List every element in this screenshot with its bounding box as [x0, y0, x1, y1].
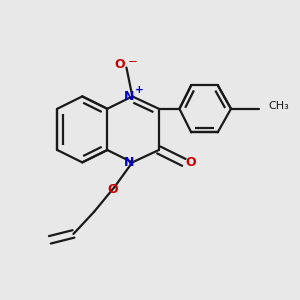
Text: O: O [185, 156, 196, 169]
Text: N: N [124, 90, 134, 103]
Text: O: O [107, 183, 118, 196]
Text: +: + [134, 85, 143, 95]
Text: CH₃: CH₃ [268, 101, 289, 111]
Text: N: N [124, 156, 135, 169]
Text: −: − [128, 55, 137, 68]
Text: O: O [115, 58, 125, 71]
